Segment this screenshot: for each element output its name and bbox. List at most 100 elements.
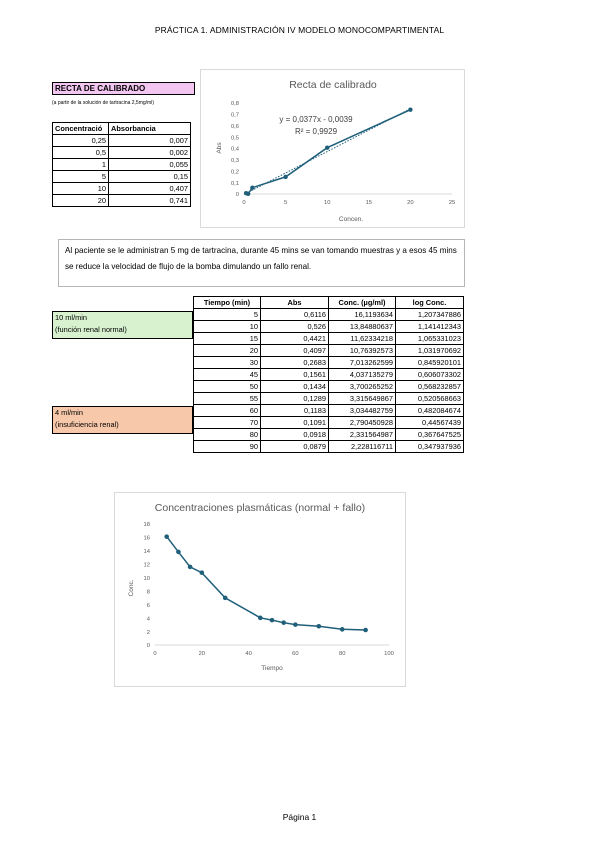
calibration-cell: 0,25	[52, 134, 109, 147]
y-tick-label: 8	[147, 589, 150, 595]
table-row: 0,25 0,007	[52, 134, 191, 147]
data-point	[293, 622, 298, 627]
samples-cell: 20	[193, 344, 261, 357]
y-tick-label: 4	[147, 616, 151, 622]
calibration-cell: 0,007	[108, 134, 191, 147]
data-point	[222, 595, 228, 601]
phase-renal-label: (insuficiencia renal)	[55, 420, 119, 429]
calibration-table: Concentració Absorbancia 0,25 0,007 0,5 0,…	[52, 122, 191, 207]
y-tick-label: 0	[236, 192, 239, 198]
samples-cell: 0,4097	[260, 344, 329, 357]
concentration-chart: Concentraciones plasmáticas (normal + fa…	[114, 492, 406, 687]
samples-cell: 10	[193, 320, 261, 333]
samples-cell: 1,141412343	[395, 320, 464, 333]
chart-title: Concentraciones plasmáticas (normal + fa…	[155, 502, 365, 514]
y-tick-label: 0,2	[231, 169, 239, 175]
trendline-r2: R² = 0,9929	[295, 127, 338, 136]
data-point	[245, 191, 251, 196]
x-tick-label: 60	[292, 651, 298, 657]
y-tick-label: 0,4	[231, 147, 240, 153]
samples-cell: 0,1091	[260, 416, 329, 429]
samples-cell: 10,76392573	[328, 344, 396, 357]
data-point	[250, 185, 255, 190]
samples-cell: 30	[193, 356, 261, 369]
samples-cell: 0,520568663	[395, 392, 464, 405]
y-axis-label: Conc.	[128, 579, 135, 596]
samples-cell: 0,4421	[260, 332, 329, 345]
calibration-cell: 20	[52, 194, 109, 207]
samples-cell: 4,037135279	[328, 368, 396, 381]
samples-cell: 0,1434	[260, 380, 329, 393]
table-row: 70 0,1091 2,790450928 0,44567439	[193, 416, 464, 429]
data-point	[363, 627, 368, 633]
samples-cell: 45	[193, 368, 261, 381]
y-tick-label: 10	[144, 576, 150, 582]
data-point	[176, 549, 181, 555]
calibration-chart: Recta de calibrado y = 0,0377x - 0,0039 …	[200, 69, 465, 228]
samples-cell: 16,1193634	[328, 308, 396, 321]
samples-cell: 0,482084674	[395, 404, 464, 417]
y-tick-label: 0,8	[231, 101, 239, 107]
y-tick-label: 12	[144, 563, 150, 569]
data-point	[316, 623, 322, 629]
samples-cell: 0,0879	[260, 440, 329, 453]
concentration-chart-svg: Concentraciones plasmáticas (normal + fa…	[128, 502, 394, 672]
samples-cell: 0,845920101	[395, 356, 464, 369]
table-row: 0,5 0,002	[52, 146, 191, 159]
y-axis-label: Abs	[216, 142, 223, 154]
x-tick-label: 25	[449, 200, 455, 206]
calibration-chart-svg: Recta de calibrado y = 0,0377x - 0,0039 …	[216, 79, 455, 223]
samples-cell: 1,065331023	[395, 332, 464, 345]
data-point	[283, 174, 288, 180]
samples-cell: 1,031970692	[395, 344, 464, 357]
data-point	[187, 564, 193, 570]
table-row: 5 0,6116 16,1193634 1,207347886	[193, 308, 464, 321]
samples-cell: 2,331564987	[328, 428, 396, 441]
calibration-cell: 0,15	[108, 170, 191, 183]
samples-cell: 13,84880637	[328, 320, 396, 333]
series-line	[166, 536, 366, 631]
y-tick-label: 14	[144, 549, 151, 555]
samples-cell: 2,790450928	[328, 416, 396, 429]
data-point	[258, 615, 263, 621]
table-row: 20 0,4097 10,76392573 1,031970692	[193, 344, 464, 357]
page-title: PRÁCTICA 1. ADMINISTRACIÓN IV MODELO MON…	[154, 25, 445, 35]
samples-cell: 55	[193, 392, 261, 405]
data-point	[325, 145, 330, 150]
table-row: 20 0,741	[52, 194, 191, 207]
samples-cell: 2,228116711	[328, 440, 396, 453]
y-tick-label: 0	[147, 643, 150, 649]
samples-cell: 0,2683	[260, 356, 329, 369]
data-point	[408, 107, 413, 112]
samples-cell: 90	[193, 440, 261, 453]
y-tick-label: 0,5	[231, 135, 239, 141]
samples-table: Tiempo (min) Abs Conc. (µg/ml) log Conc.…	[193, 296, 464, 453]
samples-header-abs: Abs	[260, 296, 329, 309]
samples-cell: 15	[193, 332, 261, 345]
phase-normal: 10 ml/min (función renal normal)	[52, 311, 193, 339]
page-footer: Página 1	[282, 812, 317, 822]
samples-header-log: log Conc.	[395, 296, 464, 309]
samples-cell: 0,606073302	[395, 368, 464, 381]
calibration-header-conc: Concentració	[52, 122, 109, 135]
x-tick-label: 40	[245, 651, 251, 657]
x-axis-label: Concen.	[339, 216, 363, 223]
y-tick-label: 0,6	[231, 124, 239, 130]
samples-cell: 60	[193, 404, 261, 417]
calibration-header-abs: Absorbancia	[108, 122, 191, 135]
calibration-cell: 5	[52, 170, 109, 183]
data-point	[164, 534, 169, 539]
data-point	[269, 617, 275, 623]
calibration-cell: 0,002	[108, 146, 191, 159]
x-tick-label: 80	[339, 651, 345, 657]
x-tick-label: 20	[407, 200, 413, 206]
samples-cell: 0,0918	[260, 428, 329, 441]
calibration-cell: 10	[52, 182, 109, 195]
table-row: 10 0,407	[52, 182, 191, 195]
phase-renal-rate: 4 ml/min	[55, 408, 83, 417]
samples-cell: 5	[193, 308, 261, 321]
y-tick-label: 16	[144, 536, 150, 542]
samples-cell: 0,1183	[260, 404, 329, 417]
data-point	[281, 620, 286, 625]
experiment-note: Al paciente se le administran 5 mg de ta…	[58, 239, 465, 287]
